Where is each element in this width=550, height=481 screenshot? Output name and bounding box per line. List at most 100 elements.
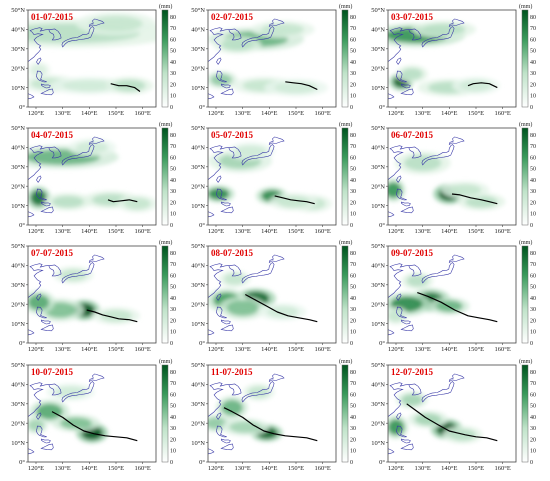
- colorbar-tick-label: 30: [530, 307, 536, 313]
- lat-tick-label: 20°N: [371, 301, 385, 308]
- rainfall-blob: [224, 273, 246, 285]
- lon-tick-label: 130°E: [415, 228, 431, 235]
- map-frame: [207, 9, 337, 108]
- coastline-hokkaido: [88, 18, 105, 28]
- lon-tick-label: 160°E: [315, 465, 331, 472]
- rainfall-blob: [266, 306, 299, 318]
- colorbar-tick-label: 60: [170, 273, 176, 279]
- rainfall-blob: [28, 419, 44, 431]
- colorbar-tick-label: 40: [170, 415, 176, 421]
- lat-tick-label: 40°N: [11, 382, 25, 389]
- map-frame: [207, 245, 337, 344]
- lon-tick-label: 120°E: [208, 110, 224, 117]
- lat-tick-label: 30°N: [191, 46, 205, 53]
- lon-tick-label: 140°E: [81, 228, 97, 235]
- lon-tick-label: 130°E: [415, 110, 431, 117]
- rainfall-blob: [401, 394, 423, 406]
- colorbar-tick-label: 30: [350, 71, 356, 77]
- coastline-hokkaido: [268, 373, 285, 383]
- colorbar: [161, 364, 169, 463]
- coastline-taiwan: [36, 412, 42, 420]
- colorbar-tick-label: 0: [350, 460, 353, 466]
- colorbar-tick-label: 0: [530, 105, 533, 111]
- coastline-visayas: [400, 438, 411, 444]
- rainfall-field: [208, 270, 307, 321]
- lat-tick-label: 10°N: [191, 203, 205, 210]
- lon-tick-label: 130°E: [55, 465, 71, 472]
- lat-tick-label: 10°N: [11, 85, 25, 92]
- colorbar-unit: (mm): [159, 121, 172, 128]
- colorbar-tick-label: 0: [530, 223, 533, 229]
- colorbar-tick-label: 70: [350, 262, 356, 268]
- lat-tick-label: 20°N: [191, 420, 205, 427]
- coastline-korea: [48, 146, 62, 159]
- coastline-luzon: [215, 425, 227, 438]
- colorbar-tick-label: 40: [170, 296, 176, 302]
- colorbar-tick-label: 70: [350, 144, 356, 150]
- rainfall-field: [208, 20, 328, 97]
- colorbar-unit: (mm): [519, 3, 532, 10]
- coastlines: [388, 373, 465, 455]
- colorbar-unit: (mm): [519, 121, 532, 128]
- lon-tick-label: 130°E: [415, 465, 431, 472]
- lon-tick-label: 120°E: [388, 346, 404, 353]
- lat-tick-label: 50°N: [11, 125, 25, 132]
- lat-tick-label: 40°N: [191, 263, 205, 270]
- coastline-hokkaido: [448, 373, 465, 383]
- coastlines: [28, 254, 105, 336]
- lat-tick-label: 50°N: [11, 7, 25, 14]
- map-frame: [207, 127, 337, 226]
- lat-tick-label: 50°N: [191, 125, 205, 132]
- colorbar-tick-label: 80: [170, 251, 176, 257]
- coastline-luzon: [215, 188, 227, 201]
- lat-tick-label: 0°: [199, 340, 205, 347]
- lon-tick-label: 120°E: [28, 228, 44, 235]
- lat-tick-label: 20°N: [191, 301, 205, 308]
- colorbar-unit: (mm): [519, 239, 532, 246]
- coastline-china: [28, 382, 49, 417]
- coastline-borneo: [388, 93, 395, 100]
- colorbar-unit: (mm): [159, 239, 172, 246]
- lat-tick-label: 0°: [19, 104, 25, 111]
- colorbar-tick-label: 20: [530, 318, 536, 324]
- lon-tick-label: 120°E: [208, 346, 224, 353]
- coastline-taiwan: [396, 175, 402, 183]
- coastline-china: [388, 263, 409, 298]
- lon-tick-label: 130°E: [55, 110, 71, 117]
- rainfall-blob: [388, 310, 404, 322]
- lat-tick-label: 20°N: [191, 65, 205, 72]
- lon-tick-label: 140°E: [81, 110, 97, 117]
- coastlines: [388, 136, 465, 218]
- colorbar-tick-label: 60: [350, 37, 356, 43]
- colorbar: [341, 364, 349, 463]
- map-background: [388, 365, 516, 462]
- lon-tick-label: 150°E: [468, 346, 484, 353]
- coastline-hokkaido: [88, 254, 105, 264]
- lon-tick-label: 160°E: [135, 110, 151, 117]
- coastline-taiwan: [396, 412, 402, 420]
- lat-tick-label: 40°N: [371, 263, 385, 270]
- coastline-china: [208, 263, 229, 298]
- colorbar-tick-label: 20: [170, 82, 176, 88]
- coastline-hokkaido: [268, 18, 285, 28]
- lat-tick-label: 50°N: [371, 125, 385, 132]
- coastline-luzon: [35, 425, 47, 438]
- lon-tick-label: 130°E: [235, 465, 251, 472]
- coastline-korea: [408, 28, 422, 41]
- lat-tick-label: 0°: [19, 222, 25, 229]
- lat-tick-label: 20°N: [191, 183, 205, 190]
- lon-tick-label: 130°E: [235, 110, 251, 117]
- colorbar-tick-label: 50: [350, 404, 356, 410]
- rainfall-blob: [30, 64, 47, 76]
- coastline-visayas: [221, 319, 231, 325]
- rainfall-blob: [460, 79, 492, 92]
- colorbar-tick-label: 20: [530, 200, 536, 206]
- lon-tick-label: 160°E: [495, 110, 511, 117]
- coastline-visayas: [400, 83, 411, 89]
- coastline-hokkaido: [268, 254, 285, 264]
- colorbar-tick-label: 30: [170, 71, 176, 77]
- coastline-japan: [421, 262, 455, 284]
- colorbar-tick-label: 70: [170, 262, 176, 268]
- lat-tick-label: 40°N: [11, 27, 25, 34]
- coastline-mindanao: [40, 324, 54, 332]
